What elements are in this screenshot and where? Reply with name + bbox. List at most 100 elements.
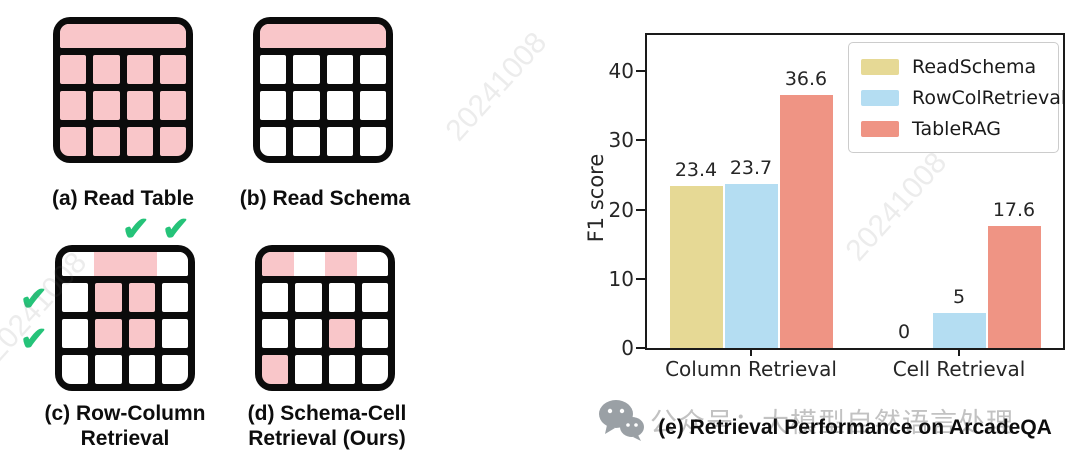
legend-item-readschema: ReadSchema: [861, 51, 1046, 82]
caption-line: (c) Row-Column: [44, 402, 206, 425]
bar-rowcolretrieval-column-retrieval: [724, 184, 778, 348]
table-cell: [95, 283, 122, 312]
table-cell: [262, 355, 289, 384]
x-tick-mark: [750, 350, 752, 356]
caption-line: (b) Read Schema: [239, 187, 411, 210]
header-segment: [291, 24, 323, 48]
wechat-icon: [597, 397, 645, 448]
table-header-row: [262, 252, 388, 276]
diagram-read-table: [53, 17, 193, 163]
table-cell: [159, 127, 186, 156]
table-cell: [260, 91, 287, 120]
table-cell: [159, 91, 186, 120]
table-cell: [293, 127, 320, 156]
legend-label: ReadSchema: [912, 55, 1037, 78]
table-cell: [262, 283, 289, 312]
header-segment: [260, 24, 292, 48]
caption-line: Retrieval (Ours): [248, 427, 406, 450]
table-cell: [328, 319, 355, 348]
bar-readschema-column-retrieval: [669, 186, 723, 348]
header-segment: [60, 24, 92, 48]
table-cell: [361, 283, 388, 312]
table-cell: [295, 283, 322, 312]
table-cell: [359, 127, 386, 156]
table-cell: [126, 91, 153, 120]
table-cell: [128, 355, 155, 384]
y-tick-mark: [636, 347, 646, 349]
table-cell: [361, 319, 388, 348]
y-tick-mark: [636, 208, 646, 211]
table-cell: [60, 91, 87, 120]
table-cell: [293, 91, 320, 120]
table-cell: [128, 319, 155, 348]
diagram-row-column-retrieval: [55, 245, 195, 391]
table-cell: [60, 127, 87, 156]
header-segment: [156, 252, 188, 276]
header-segment: [62, 252, 94, 276]
table-cell: [359, 91, 386, 120]
table-cell: [60, 55, 87, 84]
x-tick-label-column-retrieval: Column Retrieval: [665, 357, 837, 381]
header-segment: [323, 24, 355, 48]
y-tick-label: 20: [608, 197, 634, 222]
table-header-row: [260, 24, 386, 48]
bar-tablerag-column-retrieval: [779, 95, 833, 348]
table-cell: [128, 283, 155, 312]
table-cell: [293, 55, 320, 84]
header-segment: [293, 252, 325, 276]
header-segment: [356, 252, 388, 276]
table-cell: [93, 127, 120, 156]
table-cell: [326, 55, 353, 84]
header-segment: [125, 252, 157, 276]
bar-value-label: 23.4: [674, 159, 718, 181]
table-cell: [328, 283, 355, 312]
legend-item-rowcolretrieval: RowColRetrieval: [861, 82, 1066, 113]
caption-line: Retrieval: [80, 427, 170, 450]
chart-legend: ReadSchema RowColRetrieval TableRAG: [848, 42, 1066, 153]
caption-line: (d) Schema-Cell: [247, 402, 407, 425]
bar-rowcolretrieval-cell-retrieval: [932, 313, 986, 348]
legend-item-tablerag: TableRAG: [861, 113, 1046, 144]
table-cell: [95, 319, 122, 348]
table-header-row: [60, 24, 186, 48]
legend-swatch: [861, 120, 899, 137]
bar-tablerag-cell-retrieval: [987, 226, 1041, 348]
bar-value-label: 17.6: [992, 199, 1036, 221]
header-segment: [93, 252, 125, 276]
table-cell: [260, 55, 287, 84]
check-icon: ✔: [122, 210, 150, 247]
table-cell: [93, 91, 120, 120]
legend-label: RowColRetrieval: [912, 86, 1067, 109]
diagram-schema-cell-retrieval: [255, 245, 395, 391]
header-segment: [354, 24, 386, 48]
table-cell: [326, 127, 353, 156]
table-cell: [295, 355, 322, 384]
table-cell: [361, 355, 388, 384]
table-cell: [326, 91, 353, 120]
legend-swatch: [861, 89, 899, 106]
y-tick-label: 40: [608, 59, 634, 83]
legend-label: TableRAG: [912, 117, 1001, 140]
table-cell: [159, 55, 186, 84]
y-tick-label: 0: [621, 336, 634, 360]
caption-line: (a) Read Table: [52, 187, 194, 210]
table-cell: [295, 319, 322, 348]
caption-read-table: (a) Read Table: [28, 186, 218, 211]
check-icon: ✔: [20, 320, 48, 357]
table-cell: [262, 319, 289, 348]
check-icon: ✔: [162, 210, 190, 247]
table-cell: [126, 55, 153, 84]
y-tick-mark: [636, 139, 646, 142]
caption-row-column-retrieval: (c) Row-Column Retrieval: [30, 401, 220, 451]
table-cell: [93, 55, 120, 84]
diagonal-watermark: 20241008: [439, 26, 554, 148]
table-cell: [126, 127, 153, 156]
bar-chart-plot-area: ReadSchema RowColRetrieval TableRAG 23.4 23…: [645, 33, 1066, 350]
table-cell: [260, 127, 287, 156]
bar-value-label: 0: [897, 321, 911, 343]
table-cell: [62, 355, 89, 384]
chart-caption: (e) Retrieval Performance on ArcadeQA: [658, 416, 1052, 439]
header-segment: [154, 24, 186, 48]
table-cell: [161, 319, 188, 348]
